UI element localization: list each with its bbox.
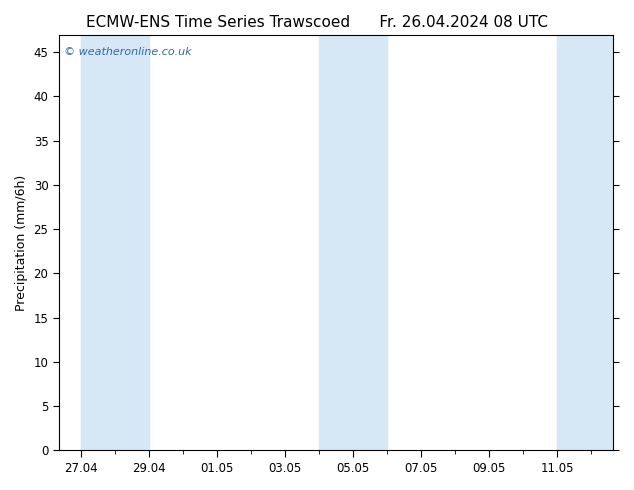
Text: © weatheronline.co.uk: © weatheronline.co.uk bbox=[65, 47, 192, 57]
Y-axis label: Precipitation (mm/6h): Precipitation (mm/6h) bbox=[15, 174, 28, 311]
Bar bbox=[319, 35, 353, 450]
Bar bbox=[353, 35, 387, 450]
Text: ECMW-ENS Time Series Trawscoed      Fr. 26.04.2024 08 UTC: ECMW-ENS Time Series Trawscoed Fr. 26.04… bbox=[86, 15, 548, 30]
Bar bbox=[115, 35, 149, 450]
Bar bbox=[81, 35, 115, 450]
Bar bbox=[591, 35, 614, 450]
Bar bbox=[557, 35, 591, 450]
